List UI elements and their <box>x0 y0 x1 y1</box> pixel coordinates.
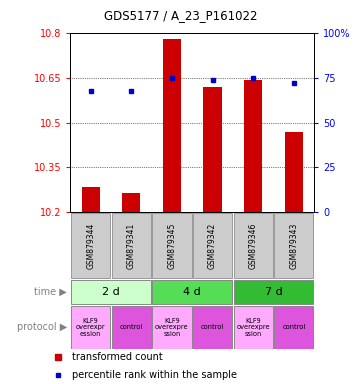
Text: percentile rank within the sample: percentile rank within the sample <box>72 370 237 380</box>
Bar <box>193 214 232 278</box>
Bar <box>71 306 110 349</box>
Text: KLF9
overexpre
ssion: KLF9 overexpre ssion <box>236 318 270 337</box>
Bar <box>274 306 313 349</box>
Bar <box>244 79 262 212</box>
Text: GSM879345: GSM879345 <box>168 222 177 269</box>
Bar <box>152 280 232 304</box>
Text: protocol ▶: protocol ▶ <box>17 322 67 333</box>
Text: KLF9
overexpr
ession: KLF9 overexpr ession <box>76 318 105 337</box>
Bar <box>274 214 313 278</box>
Text: control: control <box>120 324 143 330</box>
Text: 4 d: 4 d <box>183 287 201 297</box>
Bar <box>71 214 110 278</box>
Text: GSM879342: GSM879342 <box>208 222 217 269</box>
Bar <box>152 306 191 349</box>
Bar <box>71 280 151 304</box>
Bar <box>82 187 100 212</box>
Text: GSM879346: GSM879346 <box>249 222 258 269</box>
Text: 7 d: 7 d <box>265 287 282 297</box>
Text: GSM879343: GSM879343 <box>289 222 298 269</box>
Bar <box>152 214 191 278</box>
Bar <box>234 280 313 304</box>
Text: GDS5177 / A_23_P161022: GDS5177 / A_23_P161022 <box>104 9 257 22</box>
Text: control: control <box>282 324 305 330</box>
Bar <box>112 214 151 278</box>
Text: GSM879341: GSM879341 <box>127 222 136 269</box>
Bar <box>234 306 273 349</box>
Text: time ▶: time ▶ <box>34 287 67 297</box>
Text: transformed count: transformed count <box>72 352 163 362</box>
Text: control: control <box>201 324 224 330</box>
Bar <box>203 87 222 212</box>
Bar <box>234 214 273 278</box>
Bar <box>284 132 303 212</box>
Text: 2 d: 2 d <box>102 287 120 297</box>
Text: GSM879344: GSM879344 <box>86 222 95 269</box>
Bar <box>193 306 232 349</box>
Bar <box>163 39 181 212</box>
Text: KLF9
overexpre
ssion: KLF9 overexpre ssion <box>155 318 189 337</box>
Bar <box>112 306 151 349</box>
Bar <box>122 193 140 212</box>
